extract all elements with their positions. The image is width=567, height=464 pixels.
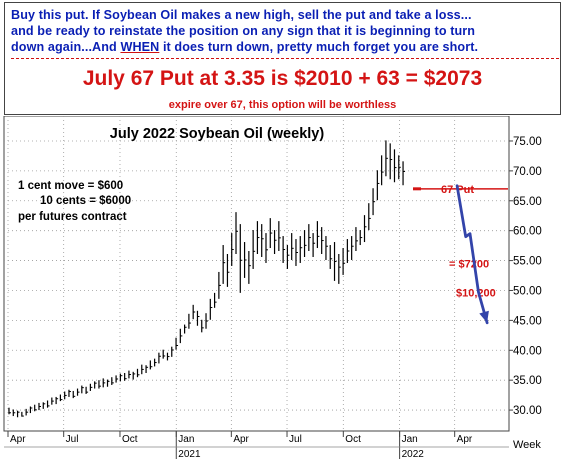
x-axis: Apr Jul Oct Jan Apr Jul Oct Jan Apr 2021 2022 — [4, 431, 509, 460]
plot-frame — [3, 116, 510, 432]
note-cent-move: 1 cent move = $600 — [18, 180, 123, 192]
gain-10200-label: $10,200 — [456, 287, 496, 299]
projection-arrowhead — [479, 310, 489, 323]
y-tick-label: 75.00 — [513, 136, 542, 148]
x-tick-label: Jan — [402, 434, 418, 445]
y-axis: 30.00 35.00 40.00 45.00 50.00 55.00 60.00 65.00… — [509, 136, 542, 417]
commentary-box: Buy this put. If Soybean Oil makes a new… — [4, 2, 561, 115]
x-tick-label: Apr — [457, 434, 473, 445]
projection — [455, 184, 489, 325]
y-tick-label: 30.00 — [513, 405, 542, 417]
annotations: 67 Put= $7200$10,200 — [413, 184, 508, 299]
note-line-3c: it does turn down, pretty much forget yo… — [159, 40, 443, 54]
y-tick-label: 40.00 — [513, 345, 542, 357]
y-tick-label: 70.00 — [513, 166, 542, 178]
year-label: 2021 — [178, 449, 201, 460]
gain-7200-label: = $7200 — [449, 259, 489, 271]
y-tick-label: 65.00 — [513, 196, 542, 208]
grid — [4, 116, 509, 431]
x-tick-label: Jan — [178, 434, 194, 445]
x-tick-label: Jul — [289, 434, 302, 445]
note-per-contract: per futures contract — [18, 211, 127, 223]
note-line-2: and be ready to reinstate the position o… — [11, 24, 476, 38]
chart-title: July 2022 Soybean Oil (weekly) — [110, 126, 325, 142]
x-tick-label: Apr — [10, 434, 26, 445]
x-axis-label: Week — [513, 439, 541, 451]
note-when: WHEN — [120, 40, 160, 54]
x-tick-label: Jul — [66, 434, 79, 445]
note-ten-cents: 10 cents = $6000 — [40, 195, 131, 207]
y-tick-label: 45.00 — [513, 315, 542, 327]
note-short: short. — [442, 40, 479, 54]
sub-headline: expire over 67, this option will be wort… — [168, 99, 397, 111]
y-tick-label: 35.00 — [513, 375, 542, 387]
y-tick-label: 50.00 — [513, 285, 542, 297]
note-line-3a: down again...And — [11, 40, 121, 54]
price-bars — [8, 140, 406, 418]
trade-notes: Buy this put. If Soybean Oil makes a new… — [11, 7, 561, 55]
projection-line — [455, 184, 489, 325]
y-tick-label: 55.00 — [513, 256, 542, 268]
headline: July 67 Put at 3.35 is $2010 + 63 = $207… — [82, 67, 483, 90]
year-label: 2022 — [402, 449, 425, 460]
y-tick-label: 60.00 — [513, 226, 542, 238]
x-tick-label: Oct — [122, 434, 138, 445]
x-tick-label: Apr — [233, 434, 249, 445]
chart-svg: 67 Put= $7200$10,200 30.0035.0040.0045.0… — [3, 116, 542, 460]
note-line-1: Buy this put. If Soybean Oil makes a new… — [11, 8, 472, 22]
x-tick-label: Oct — [345, 434, 361, 445]
note-line-3: down again...And WHEN it does turn down,… — [11, 39, 561, 55]
divider-dashed — [11, 58, 559, 59]
